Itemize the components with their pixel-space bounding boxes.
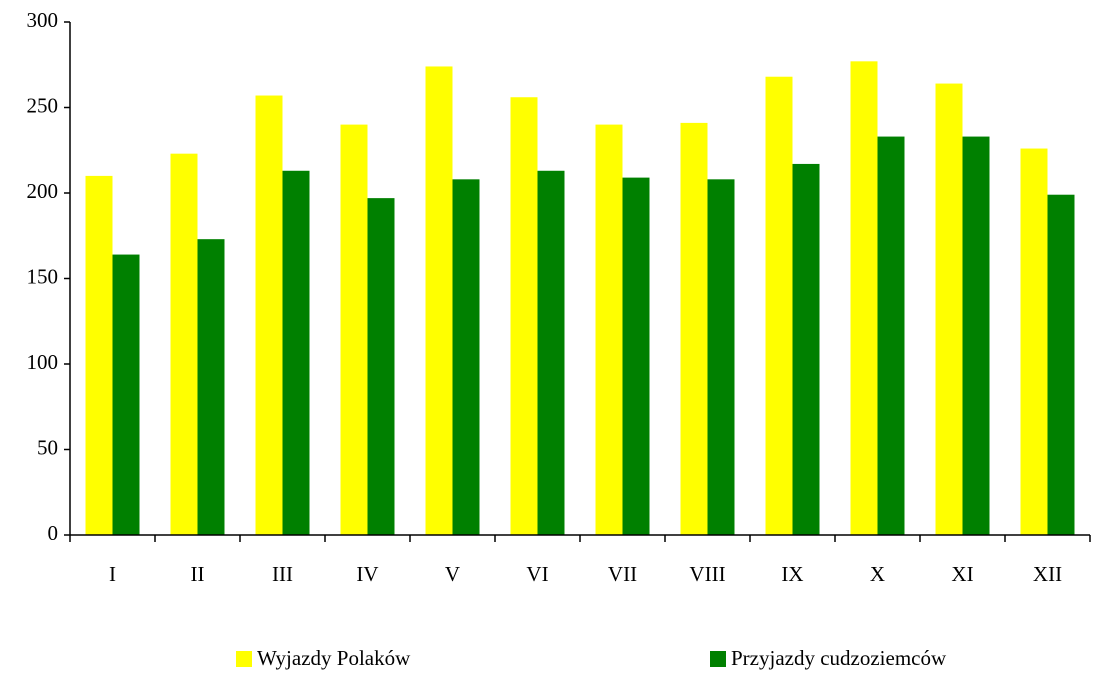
y-tick-label: 0	[48, 521, 59, 545]
bar	[707, 179, 735, 535]
x-tick-label: I	[109, 562, 116, 586]
bar	[170, 153, 198, 536]
bar	[197, 239, 225, 536]
x-tick-label: XII	[1033, 562, 1062, 586]
bar	[282, 170, 310, 535]
legend-label: Przyjazdy cudzoziemców	[731, 646, 947, 670]
y-tick-label: 200	[27, 179, 59, 203]
x-tick-label: VI	[526, 562, 548, 586]
x-tick-label: IV	[356, 562, 378, 586]
legend-label: Wyjazdy Polaków	[257, 646, 411, 670]
x-tick-label: VIII	[689, 562, 725, 586]
bar	[1047, 194, 1075, 535]
x-tick-label: XI	[951, 562, 973, 586]
legend-swatch	[236, 651, 252, 667]
bar	[340, 124, 368, 535]
bar	[1020, 148, 1048, 536]
bar	[792, 163, 820, 535]
y-tick-label: 300	[27, 8, 59, 32]
bar	[112, 254, 140, 535]
bar	[765, 76, 793, 535]
x-tick-label: X	[870, 562, 885, 586]
bar	[877, 136, 905, 535]
bar	[425, 66, 453, 536]
y-tick-label: 100	[27, 350, 59, 374]
bar	[255, 95, 283, 535]
bar	[367, 198, 395, 535]
legend-swatch	[710, 651, 726, 667]
y-tick-label: 50	[37, 435, 58, 459]
x-tick-label: IX	[781, 562, 803, 586]
x-tick-label: V	[445, 562, 460, 586]
y-tick-label: 150	[27, 264, 59, 288]
y-tick-label: 250	[27, 93, 59, 117]
bar	[962, 136, 990, 535]
x-tick-label: VII	[608, 562, 637, 586]
bar	[850, 61, 878, 536]
bar	[537, 170, 565, 535]
bar	[935, 83, 963, 535]
bar	[452, 179, 480, 535]
bar	[595, 124, 623, 535]
bar	[622, 177, 650, 536]
x-tick-label: II	[191, 562, 205, 586]
bar	[85, 175, 113, 535]
bar	[680, 122, 708, 535]
bar	[510, 97, 538, 536]
x-tick-label: III	[272, 562, 293, 586]
